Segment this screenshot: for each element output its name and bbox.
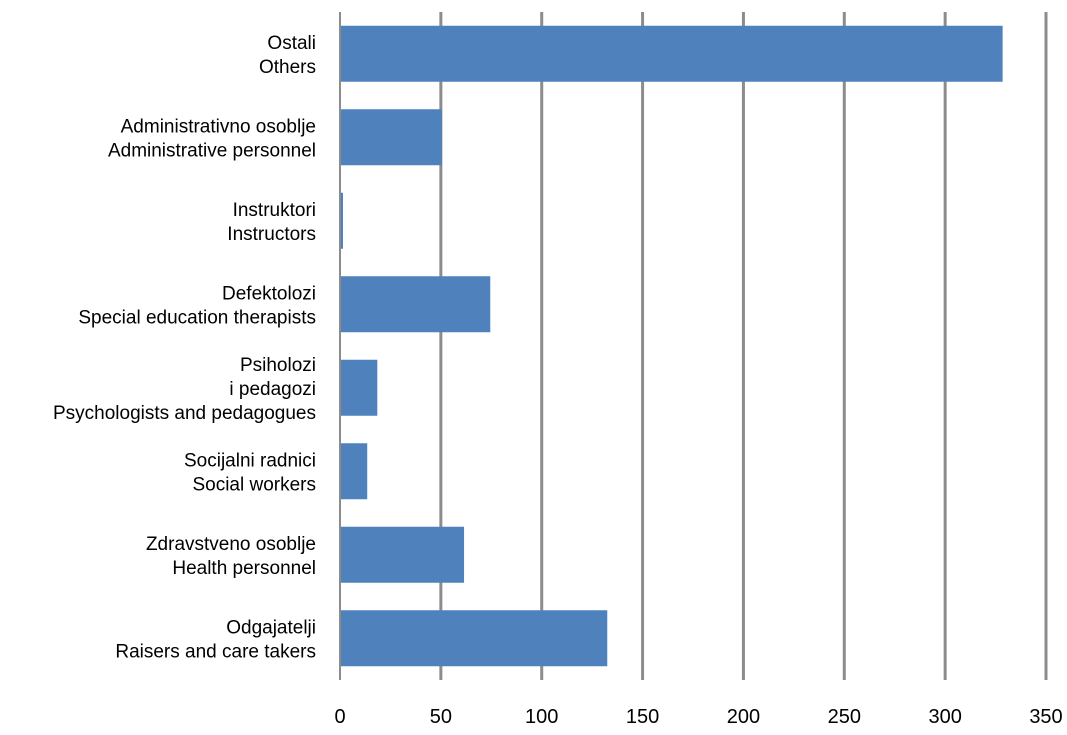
bar <box>341 276 491 333</box>
category-label: Others <box>259 57 316 78</box>
bar <box>341 192 344 249</box>
x-tick-label: 0 <box>334 706 345 728</box>
category-label: Defektolozi <box>222 283 316 304</box>
x-tick-label: 350 <box>1029 706 1062 728</box>
bars <box>341 25 1003 667</box>
bar <box>341 109 442 166</box>
bar <box>341 526 465 583</box>
category-label: Ostali <box>267 33 316 54</box>
category-label: Raisers and care takers <box>115 641 316 662</box>
category-label: Social workers <box>192 474 316 495</box>
category-label: Psychologists and pedagogues <box>53 403 316 424</box>
category-label: Odgajatelji <box>226 617 316 638</box>
x-tick-label: 250 <box>828 706 861 728</box>
category-label: Instructors <box>227 224 316 245</box>
x-tick-label: 300 <box>928 706 961 728</box>
category-label: Socijalni radnici <box>184 450 316 471</box>
grid-lines <box>439 12 1048 680</box>
category-label: Psiholozi <box>240 355 316 376</box>
x-tick-label: 150 <box>626 706 659 728</box>
category-label: Health personnel <box>172 558 316 579</box>
x-tick-labels: 0 50 100 150 200 250 300 350 <box>334 706 1062 728</box>
x-tick-label: 50 <box>430 706 452 728</box>
x-tick-label: 200 <box>727 706 760 728</box>
category-label: Special education therapists <box>78 307 316 328</box>
bar <box>341 359 378 416</box>
category-label: Zdravstveno osoblje <box>146 534 316 555</box>
category-label: i pedagozi <box>229 379 316 400</box>
category-labels: Ostali Others Administrativno osoblje Admin… <box>53 33 316 663</box>
category-label: Administrative personnel <box>108 140 316 161</box>
bar <box>341 25 1003 82</box>
bar <box>341 610 608 667</box>
x-tick-label: 100 <box>525 706 558 728</box>
category-label: Administrativno osoblje <box>121 116 316 137</box>
category-label: Instruktori <box>233 200 316 221</box>
bar <box>341 443 368 500</box>
